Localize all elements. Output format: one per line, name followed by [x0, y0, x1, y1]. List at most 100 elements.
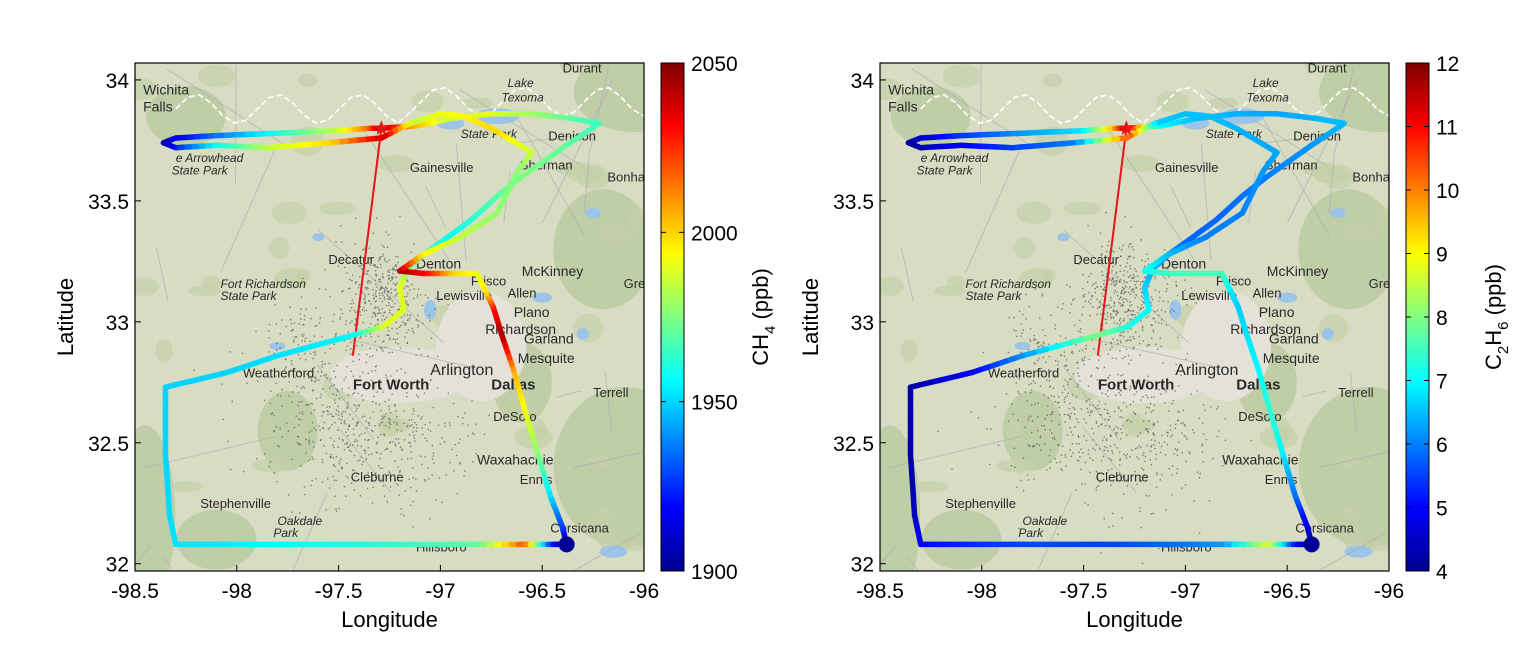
place-label: Mesquite — [518, 350, 575, 366]
x-tick-label: -96.5 — [518, 580, 566, 603]
road — [588, 66, 610, 156]
green-area — [1156, 90, 1189, 113]
road — [337, 426, 392, 493]
lake — [532, 292, 553, 303]
road — [135, 545, 151, 566]
lake — [312, 233, 325, 242]
y-tick-label: 33.5 — [833, 191, 874, 214]
green-area — [1014, 236, 1035, 260]
colorbar-tick-label: 8 — [1436, 307, 1448, 330]
star-marker — [1118, 120, 1134, 135]
green-area — [1318, 63, 1389, 133]
green-area — [176, 509, 257, 570]
x-tick-label: -97.5 — [1060, 580, 1108, 603]
colorbar-tick-label: 10 — [1436, 180, 1459, 203]
green-area — [155, 339, 173, 363]
green-area — [1318, 313, 1349, 343]
road — [572, 451, 644, 469]
road — [518, 119, 586, 237]
colorbar — [660, 62, 685, 572]
green-area — [1042, 73, 1063, 88]
wind-line — [1096, 128, 1128, 356]
green-area — [942, 64, 981, 88]
green-area — [1298, 189, 1389, 310]
place-label: McKinney — [522, 263, 583, 279]
place-label: Texoma — [1247, 91, 1290, 105]
place-label: Lake — [508, 76, 534, 90]
green-area — [598, 527, 619, 550]
place-label: Allen — [1253, 286, 1282, 301]
lake — [1277, 292, 1298, 303]
place-label: Cleburne — [1096, 470, 1149, 485]
colorbar-tick-label: 5 — [1436, 498, 1448, 521]
place-label: Plano — [1259, 304, 1295, 320]
road — [583, 154, 590, 214]
green-area — [1013, 455, 1027, 475]
colorbar-tick-label: 9 — [1436, 244, 1448, 267]
place-label: Gainesville — [410, 160, 474, 175]
place-label: Oakdale — [278, 514, 323, 528]
y-tick-label: 33 — [851, 312, 874, 335]
track-segment — [160, 140, 169, 147]
place-label: Falls — [888, 98, 918, 114]
place-label: Denton — [1161, 256, 1206, 272]
green-area — [1344, 223, 1375, 243]
place-label: Lewisville — [1181, 288, 1237, 303]
place-label: Waxahachie — [477, 452, 554, 468]
place-label: Park — [1018, 526, 1044, 540]
wind-line — [351, 128, 383, 356]
urban-area — [1181, 291, 1272, 402]
green-area — [880, 78, 903, 100]
road — [512, 134, 578, 145]
place-label: Decatur — [328, 252, 374, 267]
green-area — [628, 206, 644, 232]
track-endpoint — [558, 536, 575, 553]
x-tick-label: -98 — [967, 580, 997, 603]
well-locations — [937, 211, 1253, 565]
y-tick-label: 32 — [106, 554, 129, 577]
place-label: Texoma — [502, 91, 545, 105]
road — [155, 246, 169, 302]
colorbar-tick-label: 11 — [1436, 117, 1458, 140]
urban-area — [1074, 347, 1215, 404]
green-area — [577, 165, 611, 189]
green-area — [257, 390, 318, 471]
place-label: Oakdale — [1023, 514, 1068, 528]
y-tick-label: 32 — [851, 554, 874, 577]
place-label: State Park — [221, 289, 278, 303]
y-tick-label: 33.5 — [88, 191, 129, 214]
y-tick-label: 32.5 — [88, 433, 129, 456]
colorbar-tick-label: 2000 — [691, 222, 738, 245]
road — [1301, 390, 1326, 398]
colorbar-tick-label: 6 — [1436, 434, 1448, 457]
place-label: Gainesville — [1155, 160, 1219, 175]
green-area — [1206, 97, 1239, 109]
green-area — [268, 455, 282, 475]
green-area — [1373, 206, 1389, 232]
place-label: Falls — [143, 98, 173, 114]
green-area — [1121, 155, 1160, 172]
green-area — [295, 268, 311, 282]
road — [979, 64, 982, 184]
green-area — [559, 63, 576, 73]
urban-area — [436, 291, 527, 402]
place-label: Greenville — [624, 276, 683, 291]
x-tick-label: -98.5 — [111, 580, 159, 603]
x-tick-label: -97 — [425, 580, 455, 603]
axes-frame — [134, 62, 645, 572]
green-area — [188, 285, 221, 297]
green-area — [271, 201, 307, 225]
road — [900, 246, 914, 302]
x-tick-label: -96 — [629, 580, 659, 603]
place-label: Fort Worth — [353, 377, 429, 394]
place-label: Fort Richardson — [221, 277, 307, 291]
place-label: Weatherford — [243, 366, 314, 381]
road — [556, 390, 581, 398]
place-label: Waxahachie — [1222, 452, 1299, 468]
road — [572, 532, 641, 571]
road — [1328, 154, 1335, 214]
track-endpoint — [1303, 536, 1320, 553]
road — [424, 185, 447, 229]
road — [1317, 451, 1389, 469]
place-label: Stephenville — [945, 496, 1016, 511]
